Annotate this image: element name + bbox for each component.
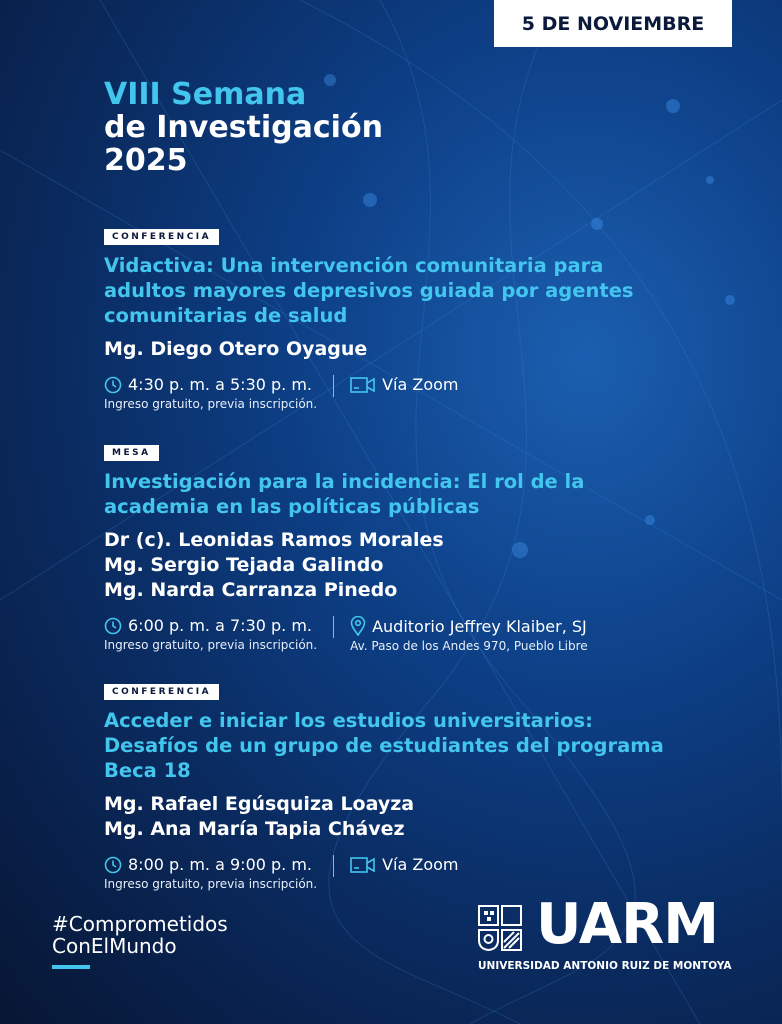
map-pin-icon [350,616,366,636]
crest-icon [478,905,522,952]
speaker: Dr (c). Leonidas Ramos Morales [104,529,444,551]
event-3: CONFERENCIA Acceder e iniciar los estudi… [104,679,684,891]
event-title: Vidactiva: Una intervención comunitaria … [104,254,634,327]
uarm-logo: UARM UNIVERSIDAD ANTONIO RUIZ DE MONTOYA [478,892,732,972]
event-note: Ingreso gratuito, previa inscripción. [104,638,318,652]
event-title: Investigación para la incidencia: El rol… [104,470,585,518]
event-address: Av. Paso de los Andes 970, Pueblo Libre [350,639,588,653]
event-title: Acceder e iniciar los estudios universit… [104,709,664,782]
speaker: Mg. Sergio Tejada Galindo [104,554,384,576]
event-type-tag: CONFERENCIA [104,684,220,700]
clock-icon [104,376,122,393]
event-type-tag: MESA [104,445,159,461]
speaker: Mg. Ana María Tapia Chávez [104,818,405,840]
event-note: Ingreso gratuito, previa inscripción. [104,877,318,891]
event-time: 4:30 p. m. a 5:30 p. m. [128,375,313,394]
event-location: Vía Zoom [382,855,459,874]
accent-bar [52,965,90,969]
event-date-badge: 5 DE NOVIEMBRE [494,0,732,47]
video-camera-icon [350,376,375,393]
page-title: VIII Semana de Investigación 2025 [104,77,383,178]
hashtag: #Comprometidos ConElMundo [52,912,228,958]
video-camera-icon [350,856,375,873]
clock-icon [104,617,122,634]
event-note: Ingreso gratuito, previa inscripción. [104,397,318,411]
divider [333,616,335,638]
clock-icon [104,856,122,873]
divider [333,855,335,877]
event-type-tag: CONFERENCIA [104,229,220,245]
event-location: Auditorio Jeffrey Klaiber, SJ [372,616,587,636]
event-1: CONFERENCIA Vidactiva: Una intervención … [104,224,684,411]
speaker: Mg. Diego Otero Oyague [104,338,368,360]
event-time: 6:00 p. m. a 7:30 p. m. [128,616,313,635]
event-location: Vía Zoom [382,375,459,394]
speaker: Mg. Narda Carranza Pinedo [104,579,398,601]
speaker: Mg. Rafael Egúsquiza Loayza [104,793,415,815]
divider [333,375,335,397]
event-2: MESA Investigación para la incidencia: E… [104,440,684,653]
event-time: 8:00 p. m. a 9:00 p. m. [128,855,313,874]
